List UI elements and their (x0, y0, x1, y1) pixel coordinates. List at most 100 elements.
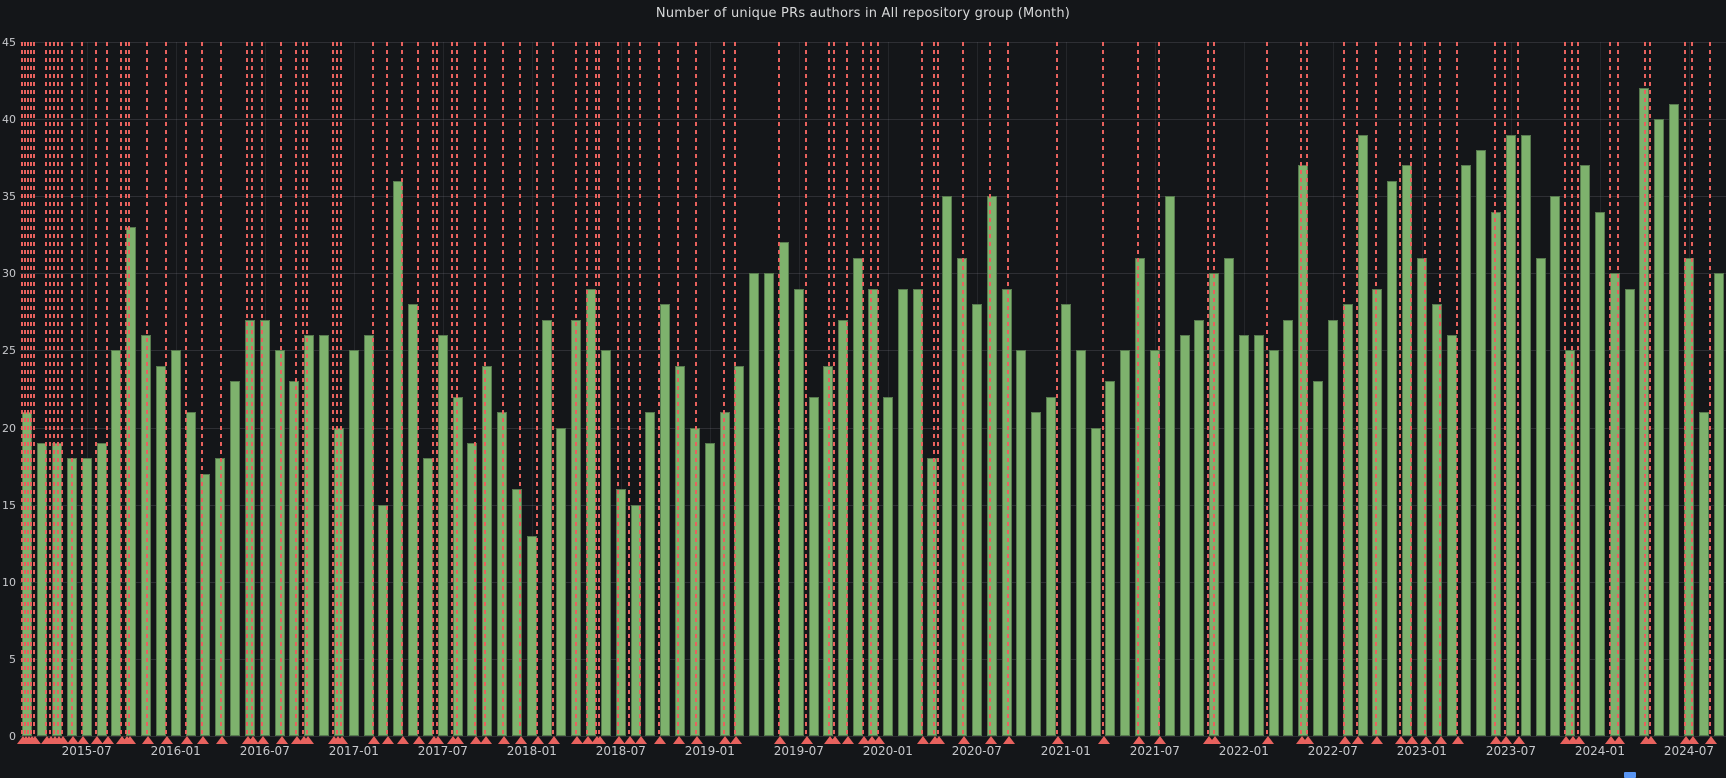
annotation-marker-icon[interactable] (413, 736, 425, 744)
annotation-marker-icon[interactable] (397, 736, 409, 744)
bar[interactable] (96, 442, 107, 736)
bar[interactable] (912, 288, 923, 736)
bar[interactable] (1179, 335, 1190, 736)
annotation-marker-icon[interactable] (1680, 736, 1692, 744)
bar[interactable] (511, 489, 522, 736)
bar[interactable] (1609, 273, 1620, 736)
annotation-marker-icon[interactable] (247, 736, 259, 744)
bar[interactable] (155, 365, 166, 736)
annotation-marker-icon[interactable] (515, 736, 527, 744)
annotation-marker-icon[interactable] (1352, 736, 1364, 744)
annotation-marker-icon[interactable] (917, 736, 929, 744)
annotation-marker-icon[interactable] (1420, 736, 1432, 744)
bar[interactable] (467, 442, 478, 736)
bar[interactable] (200, 473, 211, 736)
annotation-marker-icon[interactable] (654, 736, 666, 744)
bar[interactable] (378, 504, 389, 736)
annotation-marker-icon[interactable] (77, 736, 89, 744)
bar[interactable] (1224, 257, 1235, 736)
annotation-marker-icon[interactable] (1435, 736, 1447, 744)
annotation-marker-icon[interactable] (1052, 736, 1064, 744)
bar[interactable] (289, 381, 300, 736)
annotation-marker-icon[interactable] (730, 736, 742, 744)
bar[interactable] (1550, 196, 1561, 736)
bar[interactable] (333, 427, 344, 736)
bar[interactable] (81, 458, 92, 736)
bar[interactable] (259, 319, 270, 736)
annotation-marker-icon[interactable] (842, 736, 854, 744)
bar[interactable] (1565, 350, 1576, 736)
bar[interactable] (764, 273, 775, 736)
bar[interactable] (1313, 381, 1324, 736)
bar[interactable] (1283, 319, 1294, 736)
bar[interactable] (986, 196, 997, 736)
bar[interactable] (274, 350, 285, 736)
bar[interactable] (1327, 319, 1338, 736)
bar[interactable] (1120, 350, 1131, 736)
bar[interactable] (660, 304, 671, 736)
annotation-marker-icon[interactable] (480, 736, 492, 744)
bar[interactable] (1698, 412, 1709, 736)
bar[interactable] (230, 381, 241, 736)
annotation-marker-icon[interactable] (1513, 736, 1525, 744)
bar[interactable] (734, 365, 745, 736)
bar[interactable] (319, 335, 330, 736)
annotation-marker-icon[interactable] (719, 736, 731, 744)
annotation-marker-icon[interactable] (1613, 736, 1625, 744)
bar[interactable] (348, 350, 359, 736)
bar[interactable] (689, 427, 700, 736)
bar[interactable] (927, 458, 938, 736)
annotation-marker-icon[interactable] (336, 736, 348, 744)
annotation-marker-icon[interactable] (382, 736, 394, 744)
annotation-marker-icon[interactable] (291, 736, 303, 744)
annotation-marker-icon[interactable] (1406, 736, 1418, 744)
annotation-marker-icon[interactable] (302, 736, 314, 744)
bar[interactable] (1105, 381, 1116, 736)
bar[interactable] (1416, 257, 1427, 736)
annotation-marker-icon[interactable] (858, 736, 870, 744)
annotation-marker-icon[interactable] (582, 736, 594, 744)
bar[interactable] (1491, 211, 1502, 736)
annotation-marker-icon[interactable] (1605, 736, 1617, 744)
annotation-marker-icon[interactable] (1302, 736, 1314, 744)
panel-title[interactable]: Number of unique PRs authors in All repo… (655, 6, 1071, 21)
annotation-marker-icon[interactable] (548, 736, 560, 744)
annotation-marker-icon[interactable] (829, 736, 841, 744)
bar[interactable] (630, 504, 641, 736)
bar[interactable] (778, 242, 789, 736)
bar[interactable] (170, 350, 181, 736)
annotation-marker-icon[interactable] (1500, 736, 1512, 744)
bar[interactable] (1387, 180, 1398, 736)
annotation-marker-icon[interactable] (873, 736, 885, 744)
annotation-marker-icon[interactable] (57, 736, 69, 744)
bar[interactable] (304, 335, 315, 736)
bar[interactable] (556, 427, 567, 736)
bar[interactable] (1298, 165, 1309, 736)
bar[interactable] (1535, 257, 1546, 736)
annotation-marker-icon[interactable] (1003, 736, 1015, 744)
annotation-marker-icon[interactable] (1339, 736, 1351, 744)
bar[interactable] (1268, 350, 1279, 736)
annotation-marker-icon[interactable] (1452, 736, 1464, 744)
annotation-marker-icon[interactable] (1560, 736, 1572, 744)
annotation-marker-icon[interactable] (691, 736, 703, 744)
annotation-marker-icon[interactable] (933, 736, 945, 744)
bar[interactable] (675, 365, 686, 736)
annotation-marker-icon[interactable] (432, 736, 444, 744)
bar[interactable] (853, 257, 864, 736)
bar[interactable] (244, 319, 255, 736)
bar[interactable] (1461, 165, 1472, 736)
bar[interactable] (882, 396, 893, 736)
bar[interactable] (1060, 304, 1071, 736)
bar[interactable] (704, 442, 715, 736)
bar[interactable] (1164, 196, 1175, 736)
bar[interactable] (1342, 304, 1353, 736)
annotation-marker-icon[interactable] (673, 736, 685, 744)
bar[interactable] (37, 442, 48, 736)
annotation-marker-icon[interactable] (1133, 736, 1145, 744)
bar[interactable] (1372, 288, 1383, 736)
annotation-marker-icon[interactable] (1645, 736, 1657, 744)
annotation-marker-icon[interactable] (1687, 736, 1699, 744)
annotation-marker-icon[interactable] (498, 736, 510, 744)
annotation-marker-icon[interactable] (1209, 736, 1221, 744)
